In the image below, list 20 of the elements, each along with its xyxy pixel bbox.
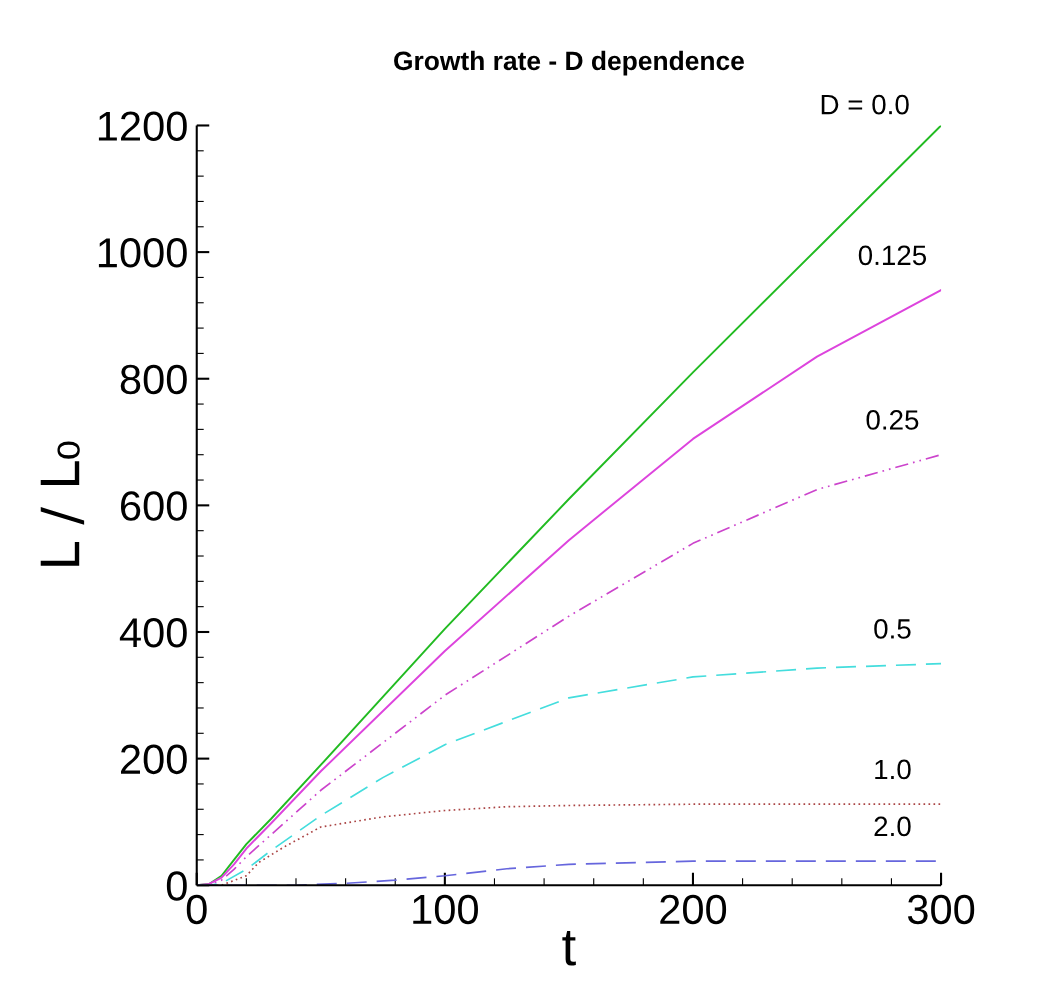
y-tick-label: 200 (121, 744, 187, 775)
annotation: 0.25 (866, 410, 919, 430)
x-tick-label: 200 (660, 894, 727, 925)
x-axis-title: t (562, 930, 576, 966)
annotation: 0.5 (874, 619, 911, 639)
y-tick-label: 600 (121, 491, 187, 521)
annotation: 2.0 (874, 816, 911, 837)
y-tick-label: 1200 (98, 111, 187, 141)
y-tick-label: 0 (166, 871, 187, 901)
annotation: 0.125 (858, 245, 927, 266)
y-axis-title: L / L₀ (40, 441, 85, 566)
chart-title: Growth rate - D dependence (394, 50, 744, 76)
y-tick-label: 1000 (98, 238, 187, 268)
y-tick-label: 400 (119, 617, 187, 648)
x-tick-label: 300 (907, 894, 975, 925)
y-tick-label: 800 (120, 364, 187, 395)
annotation: 1.0 (875, 759, 911, 780)
text: D = 0.0 (821, 94, 909, 115)
x-tick-label: 0 (186, 894, 207, 925)
x-tick-label: 100 (413, 894, 478, 925)
